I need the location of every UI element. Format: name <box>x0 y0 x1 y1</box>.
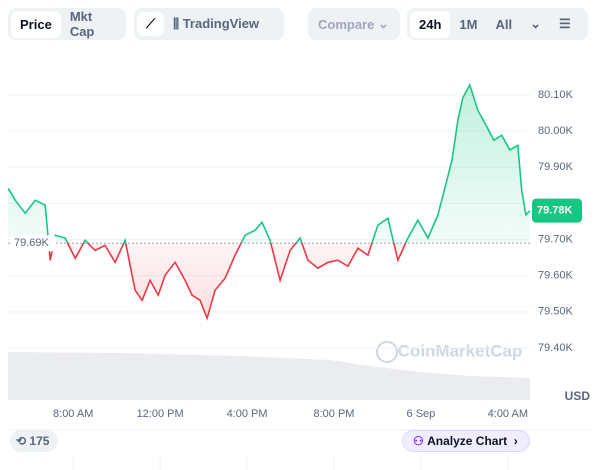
y-tick-label: 79.70K <box>538 233 574 245</box>
range-menu[interactable]: ⌄ <box>530 16 541 31</box>
last-price-label: 79.78K <box>537 205 573 217</box>
x-tick-label: 4:00 PM <box>227 408 268 420</box>
watermark: CoinMarketCap <box>398 341 523 360</box>
y-tick-label: 79.90K <box>538 161 574 173</box>
volume-area <box>8 352 530 400</box>
x-tick-label: 4:00 AM <box>488 408 528 420</box>
badge-label: 175 <box>29 434 50 448</box>
range[interactable]: 1M <box>459 16 478 32</box>
y-tick-label: 79.40K <box>538 342 574 354</box>
compare-label: Compare <box>318 16 375 32</box>
tradingview[interactable]: ⫼ TradingView <box>173 16 260 31</box>
x-tick-label: 12:00 PM <box>137 408 184 420</box>
analyze-button[interactable]: ⚇ Analyze Chart › <box>402 430 530 452</box>
tab[interactable]: Price <box>11 10 61 38</box>
compare[interactable]: Compare ⌄ <box>308 8 400 40</box>
tradingview-label: TradingView <box>182 16 260 31</box>
watermark-logo <box>376 341 398 363</box>
range-group: 24h 1M All ⌄ ☰ <box>407 8 588 40</box>
y-tick-label: 80.00K <box>538 125 574 137</box>
range[interactable]: 24h <box>410 10 451 38</box>
last-price-tag <box>532 198 582 223</box>
tab-group: Price Mkt Cap <box>8 8 126 40</box>
history-badge[interactable]: ⟲ 175 <box>10 430 58 452</box>
y-tick-label: 79.50K <box>538 306 574 318</box>
unit: USD <box>565 389 591 403</box>
baseline-tag <box>10 235 56 252</box>
price-line <box>7 82 531 321</box>
analyze-label: Analyze Chart <box>427 434 508 448</box>
baseline-label: 79.69K <box>14 237 50 249</box>
y-tick-label: 80.10K <box>538 89 574 101</box>
line-icon[interactable]: ⟋ <box>137 12 165 36</box>
settings[interactable]: ☰ <box>559 16 571 31</box>
chart-tools: ⟋ ⫼ TradingView <box>134 8 284 40</box>
x-tick-label: 8:00 AM <box>53 408 93 420</box>
tab[interactable]: Mkt Cap <box>69 9 95 39</box>
x-tick-label: 6 Sep <box>407 408 436 420</box>
y-tick-label: 79.60K <box>538 270 574 282</box>
x-tick-label: 8:00 PM <box>313 408 354 420</box>
price-area <box>8 84 530 319</box>
range[interactable]: All <box>495 16 513 32</box>
